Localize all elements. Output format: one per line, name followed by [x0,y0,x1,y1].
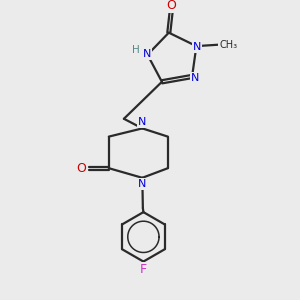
Text: N: N [143,49,151,59]
Text: N: N [191,73,199,83]
Text: N: N [138,117,146,127]
Text: F: F [140,263,147,276]
Text: CH₃: CH₃ [219,40,237,50]
Text: N: N [138,179,146,189]
Text: H: H [132,45,140,55]
Text: O: O [166,0,176,12]
Text: O: O [76,162,86,175]
Text: N: N [193,42,201,52]
